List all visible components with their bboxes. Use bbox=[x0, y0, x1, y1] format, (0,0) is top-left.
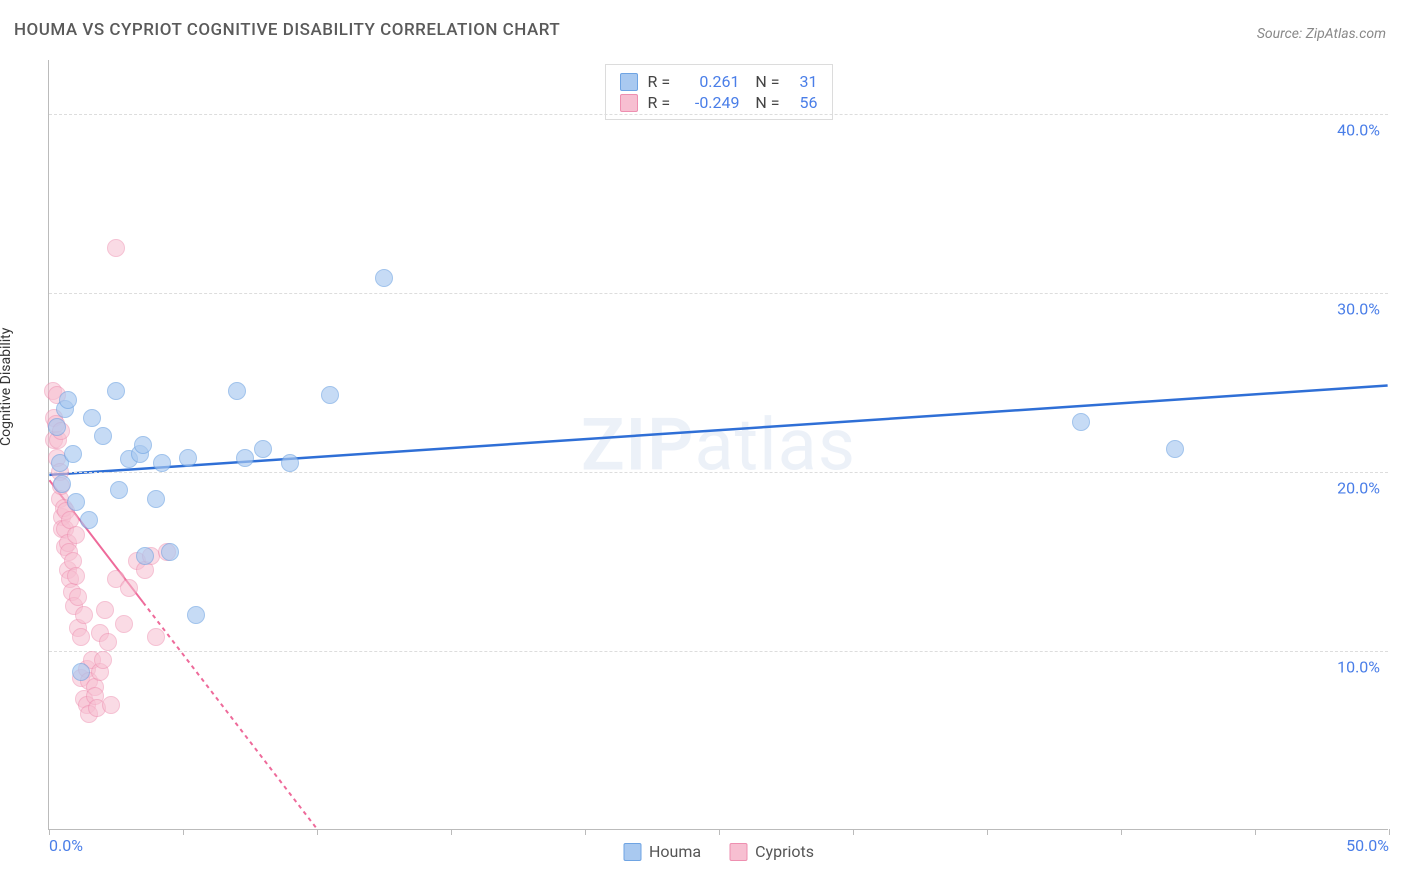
legend-item-cypriots: Cypriots bbox=[729, 842, 814, 861]
scatter-point-houma bbox=[59, 391, 77, 409]
scatter-point-houma bbox=[1072, 413, 1090, 431]
trend-lines-layer bbox=[49, 60, 1388, 829]
legend-label-cypriots: Cypriots bbox=[755, 842, 814, 861]
x-tick bbox=[183, 829, 184, 835]
legend-label-houma: Houma bbox=[649, 842, 701, 861]
scatter-point-houma bbox=[153, 454, 171, 472]
n-label: N = bbox=[750, 72, 780, 91]
y-tick-label: 10.0% bbox=[1337, 657, 1380, 676]
plot-area: ZIPatlas R = 0.261 N = 31 R = -0.249 N =… bbox=[48, 60, 1388, 830]
scatter-point-cypriots bbox=[99, 633, 117, 651]
x-tick-label: 0.0% bbox=[49, 836, 83, 855]
legend-row-houma: R = 0.261 N = 31 bbox=[620, 71, 818, 92]
gridline-h bbox=[49, 114, 1388, 115]
x-tick bbox=[451, 829, 452, 835]
scatter-point-houma bbox=[94, 427, 112, 445]
swatch-cypriots bbox=[620, 94, 638, 112]
n-label: N = bbox=[750, 93, 780, 112]
scatter-point-houma bbox=[375, 269, 393, 287]
n-value-houma: 31 bbox=[790, 72, 818, 91]
scatter-point-cypriots bbox=[94, 651, 112, 669]
scatter-point-houma bbox=[147, 490, 165, 508]
scatter-point-houma bbox=[72, 663, 90, 681]
scatter-point-cypriots bbox=[75, 606, 93, 624]
y-tick-label: 20.0% bbox=[1337, 478, 1380, 497]
swatch-houma bbox=[620, 73, 638, 91]
x-tick bbox=[719, 829, 720, 835]
x-tick bbox=[585, 829, 586, 835]
watermark: ZIPatlas bbox=[581, 402, 856, 487]
scatter-point-cypriots bbox=[69, 588, 87, 606]
scatter-point-cypriots bbox=[102, 696, 120, 714]
legend-row-cypriots: R = -0.249 N = 56 bbox=[620, 92, 818, 113]
x-tick-label: 50.0% bbox=[1346, 836, 1389, 855]
n-value-cypriots: 56 bbox=[790, 93, 818, 112]
scatter-point-houma bbox=[236, 449, 254, 467]
gridline-h bbox=[49, 472, 1388, 473]
scatter-point-houma bbox=[64, 445, 82, 463]
scatter-point-cypriots bbox=[96, 601, 114, 619]
r-label: R = bbox=[648, 72, 676, 91]
gridline-h bbox=[49, 293, 1388, 294]
scatter-point-cypriots bbox=[67, 526, 85, 544]
scatter-point-houma bbox=[80, 511, 98, 529]
chart-title: HOUMA VS CYPRIOT COGNITIVE DISABILITY CO… bbox=[14, 20, 560, 40]
swatch-cypriots bbox=[729, 843, 747, 861]
scatter-point-houma bbox=[1166, 440, 1184, 458]
source-label: Source: ZipAtlas.com bbox=[1257, 26, 1386, 42]
scatter-point-houma bbox=[48, 418, 66, 436]
swatch-houma bbox=[623, 843, 641, 861]
scatter-point-cypriots bbox=[72, 628, 90, 646]
gridline-h bbox=[49, 651, 1388, 652]
scatter-point-houma bbox=[83, 409, 101, 427]
scatter-point-cypriots bbox=[107, 239, 125, 257]
x-tick bbox=[987, 829, 988, 835]
x-tick bbox=[853, 829, 854, 835]
legend-item-houma: Houma bbox=[623, 842, 701, 861]
y-tick-label: 30.0% bbox=[1337, 299, 1380, 318]
x-tick bbox=[1389, 829, 1390, 835]
chart-container: HOUMA VS CYPRIOT COGNITIVE DISABILITY CO… bbox=[0, 0, 1406, 892]
x-tick bbox=[1121, 829, 1122, 835]
scatter-point-houma bbox=[187, 606, 205, 624]
scatter-point-houma bbox=[110, 481, 128, 499]
scatter-point-houma bbox=[281, 454, 299, 472]
x-tick bbox=[1255, 829, 1256, 835]
watermark-light: atlas bbox=[694, 402, 856, 487]
scatter-point-houma bbox=[179, 449, 197, 467]
legend-correlation-box: R = 0.261 N = 31 R = -0.249 N = 56 bbox=[605, 64, 833, 120]
scatter-point-houma bbox=[67, 493, 85, 511]
x-tick bbox=[49, 829, 50, 835]
r-label: R = bbox=[648, 93, 676, 112]
scatter-point-houma bbox=[136, 547, 154, 565]
r-value-houma: 0.261 bbox=[686, 72, 740, 91]
scatter-point-houma bbox=[107, 382, 125, 400]
watermark-bold: ZIP bbox=[581, 402, 694, 487]
scatter-point-cypriots bbox=[115, 615, 133, 633]
scatter-point-houma bbox=[134, 436, 152, 454]
scatter-point-houma bbox=[53, 475, 71, 493]
y-axis-label: Cognitive Disability bbox=[0, 328, 14, 446]
x-tick bbox=[317, 829, 318, 835]
scatter-point-houma bbox=[321, 386, 339, 404]
scatter-point-houma bbox=[161, 543, 179, 561]
scatter-point-houma bbox=[254, 440, 272, 458]
r-value-cypriots: -0.249 bbox=[686, 93, 740, 112]
scatter-point-houma bbox=[228, 382, 246, 400]
y-tick-label: 40.0% bbox=[1337, 120, 1380, 139]
legend-series-box: Houma Cypriots bbox=[623, 842, 814, 861]
scatter-point-cypriots bbox=[120, 579, 138, 597]
scatter-point-cypriots bbox=[67, 567, 85, 585]
scatter-point-cypriots bbox=[147, 628, 165, 646]
